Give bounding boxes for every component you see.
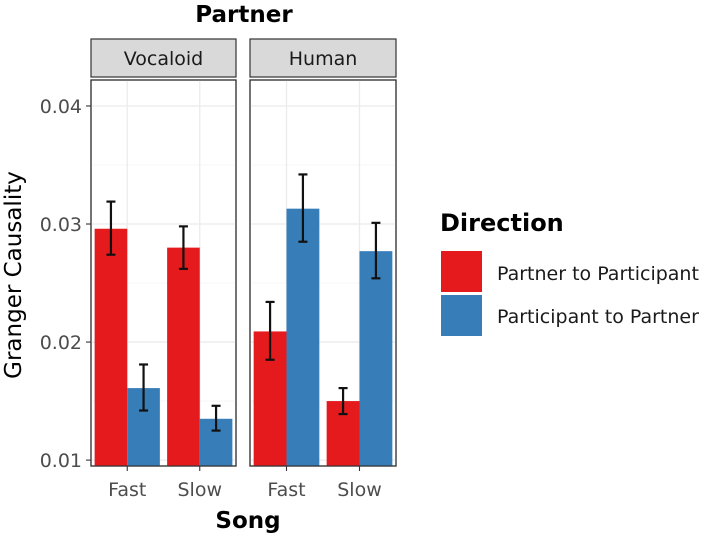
error-bar-human-fast-participant-to-partner [298,173,308,243]
strip-human [249,38,397,78]
error-bar-human-slow-partner-to-participant [338,386,348,416]
bar-human-fast-participant-to-partner [286,208,320,466]
panel-vocaloid: Fast Slow Vocaloid [90,38,237,501]
legend-label-partner-to-participant: Partner to Participant [497,263,699,285]
error-bar-human-fast-partner-to-participant [265,300,275,361]
error-bar-vocaloid-slow-participant-to-partner [211,404,221,432]
x-tick-label-fast: Fast [108,479,146,501]
panel-border [90,79,237,467]
x-axis-title: Song [215,508,280,534]
x-tick-label-fast: Fast [267,479,305,501]
legend-title: Direction [440,209,564,237]
y-axis-title: Granger Causality [1,171,27,379]
error-bar-human-slow-participant-to-partner [371,221,381,280]
y-axis: 0.01 0.02 0.03 0.04 [40,96,91,472]
y-tick-label-0-04: 0.04 [40,96,82,118]
legend-key-participant-to-partner [441,295,482,336]
facet-title: Partner [195,2,293,28]
bar-vocaloid-fast-partner-to-participant [94,228,128,466]
x-tick-label-slow: Slow [177,479,222,501]
y-tick-label-0-01: 0.01 [40,450,82,472]
y-tick-label-0-02: 0.02 [40,332,82,354]
strip-vocaloid [90,38,237,78]
legend: Direction Partner to Participant Partici… [440,209,699,336]
panels: Fast Slow Vocaloid Fast Slow Human [90,38,397,501]
strip-label-vocaloid: Vocaloid [124,48,203,70]
legend-key-partner-to-participant [441,251,482,292]
x-tick-label-slow: Slow [337,479,382,501]
error-bar-vocaloid-fast-participant-to-partner [139,363,149,412]
bar-vocaloid-slow-partner-to-participant [167,247,200,466]
y-tick-label-0-03: 0.03 [40,214,82,236]
panel-border [249,79,397,467]
strip-label-human: Human [289,48,358,70]
bar-human-slow-participant-to-partner [359,251,393,466]
panel-human: Fast Slow Human [249,38,397,501]
error-bar-vocaloid-slow-partner-to-participant [178,225,188,270]
legend-label-participant-to-partner: Participant to Partner [497,306,699,328]
error-bar-vocaloid-fast-partner-to-participant [106,200,116,256]
